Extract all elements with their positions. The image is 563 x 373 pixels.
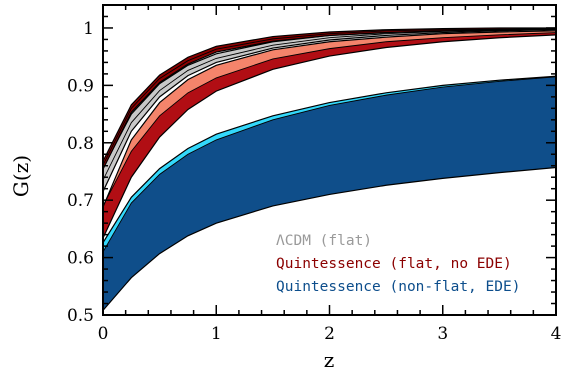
band-0-lower-edge xyxy=(103,166,556,311)
band-2-lower-edge xyxy=(103,29,556,192)
x-tick-label: 2 xyxy=(324,324,335,344)
band-0-upper-edge xyxy=(103,75,556,243)
y-tick-label: 0.5 xyxy=(67,306,94,326)
x-tick-label: 4 xyxy=(551,324,562,344)
y-tick-label: 1 xyxy=(83,19,94,39)
legend: ΛCDM (flat) Quintessence (flat, no EDE) … xyxy=(276,233,520,295)
legend-entry-lcdm: ΛCDM (flat) xyxy=(276,233,372,249)
x-axis-label: z xyxy=(324,348,335,372)
y-axis-label: G(z) xyxy=(9,155,33,197)
band-3 xyxy=(103,27,556,170)
band-1-lower-edge xyxy=(103,34,556,239)
band-0 xyxy=(103,75,556,311)
y-tick-label: 0.9 xyxy=(67,76,94,96)
y-tick-label: 0.6 xyxy=(67,249,94,269)
band-1-upper-fill xyxy=(103,30,556,208)
band-1-mid-edge xyxy=(103,32,556,207)
band-1-upper-edge xyxy=(103,30,556,208)
x-tick-label: 3 xyxy=(437,324,448,344)
band-1 xyxy=(103,30,556,239)
band-3-lower-edge xyxy=(103,28,556,170)
band-0-mid-edge xyxy=(103,76,556,253)
legend-entry-quintessence-flat: Quintessence (flat, no EDE) xyxy=(276,256,512,272)
band-1-lower-fill xyxy=(103,32,556,239)
y-tick-label: 0.8 xyxy=(67,134,94,154)
y-tick-label: 0.7 xyxy=(67,191,94,211)
y-tick-labels: 0.5 0.6 0.7 0.8 0.9 1 xyxy=(67,19,94,326)
x-tick-labels: 0 1 2 3 4 xyxy=(98,324,562,344)
axis-ticks xyxy=(102,4,557,316)
x-tick-label: 0 xyxy=(98,324,109,344)
band-0-lower-fill xyxy=(103,76,556,311)
x-tick-label: 1 xyxy=(211,324,222,344)
legend-entry-quintessence-nonflat: Quintessence (non-flat, EDE) xyxy=(276,279,520,295)
band-3-mid-edge xyxy=(103,28,556,166)
data-bands xyxy=(103,27,556,311)
band-3-upper-edge xyxy=(103,27,556,162)
